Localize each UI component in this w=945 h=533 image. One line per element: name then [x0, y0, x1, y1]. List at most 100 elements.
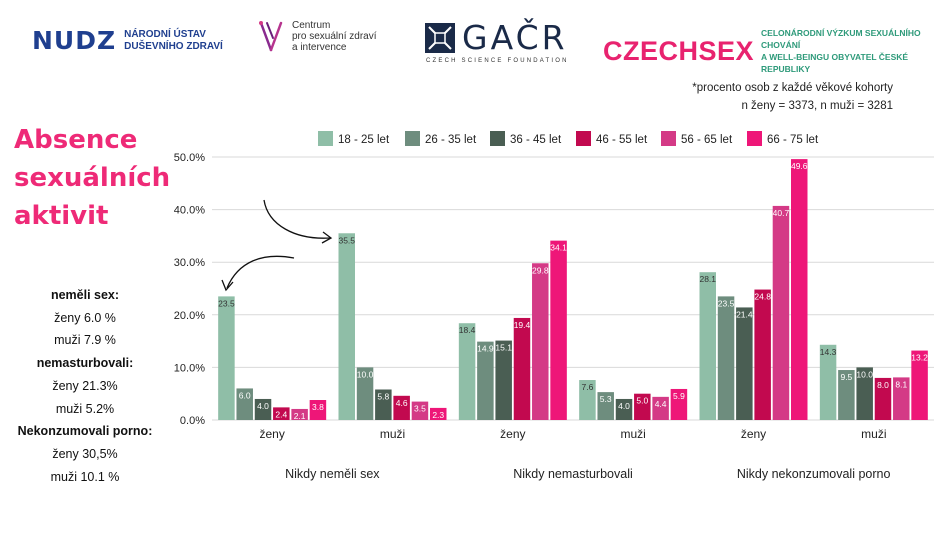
- bar: [597, 392, 614, 420]
- legend-label: 36 - 45 let: [510, 134, 562, 146]
- data-label: 21.4: [736, 309, 753, 319]
- data-label: 14.3: [820, 347, 837, 357]
- legend-swatch: [576, 131, 591, 146]
- x-category-label: muži: [861, 427, 886, 441]
- bar: [791, 159, 808, 420]
- bar: [819, 344, 837, 420]
- data-label: 4.0: [257, 401, 269, 411]
- data-label: 15.1: [495, 343, 512, 353]
- bar: [736, 307, 753, 420]
- bar: [430, 407, 447, 420]
- stats-value: muži 7.9 %: [54, 333, 116, 348]
- y-tick-label: 30.0%: [174, 257, 205, 269]
- bar: [532, 263, 549, 420]
- bar: [856, 367, 873, 420]
- data-label: 35.5: [338, 235, 355, 245]
- bar: [309, 400, 327, 420]
- centrum-logo-text: Centrum pro sexuální zdraví a intervence: [292, 20, 412, 53]
- data-label: 3.8: [312, 402, 324, 412]
- x-category-label: muži: [620, 427, 645, 441]
- bar: [218, 296, 235, 420]
- bar: [513, 317, 531, 420]
- data-label: 34.1: [550, 243, 567, 253]
- y-tick-label: 10.0%: [174, 362, 205, 374]
- arrow-head-men: [321, 231, 333, 244]
- x-group-label: Nikdy neměli sex: [285, 467, 380, 481]
- legend-swatch: [747, 131, 762, 146]
- data-label: 19.4: [514, 320, 531, 330]
- sample-note: *procento osob z každé věkové kohorty n …: [692, 79, 893, 115]
- stats-value: muži 10.1 %: [50, 469, 120, 484]
- bar: [874, 377, 892, 420]
- bar: [717, 296, 735, 420]
- centrum-line3: a intervence: [292, 42, 347, 53]
- data-label: 14.9: [477, 344, 494, 354]
- gacr-logo-subtitle: CZECH SCIENCE FOUNDATION: [426, 58, 569, 64]
- stats-heading: neměli sex:: [50, 288, 120, 302]
- centrum-line1: Centrum: [292, 20, 331, 31]
- bar: [338, 233, 355, 420]
- nudz-logo-mark: NUDZ: [32, 26, 117, 55]
- data-label: 23.5: [718, 298, 735, 308]
- data-label: 6.0: [239, 390, 251, 400]
- bar: [579, 380, 596, 420]
- bar: [550, 240, 567, 420]
- gacr-logo: GAČR CZECH SCIENCE FOUNDATION: [424, 20, 569, 64]
- stats-value: ženy 6.0 %: [54, 310, 116, 325]
- data-label: 10.0: [856, 369, 873, 379]
- data-label: 5.9: [673, 391, 685, 401]
- bar: [458, 323, 476, 420]
- data-label: 8.1: [895, 379, 907, 389]
- data-label: 13.2: [911, 353, 928, 363]
- bar: [772, 205, 790, 420]
- summary-stats: neměli sex: ženy 6.0 % muži 7.9 % nemasturb…: [10, 284, 160, 488]
- x-category-label: muži: [380, 427, 405, 441]
- bar: [893, 377, 910, 420]
- bar: [393, 395, 410, 420]
- centrum-line2: pro sexuální zdraví: [292, 31, 377, 42]
- y-tick-label: 50.0%: [174, 152, 205, 164]
- note-line2: n ženy = 3373, n muži = 3281: [741, 100, 893, 112]
- legend-label: 18 - 25 let: [338, 134, 390, 146]
- y-tick-label: 0.0%: [180, 415, 205, 427]
- data-label: 49.6: [791, 161, 808, 171]
- bar: [634, 393, 651, 420]
- legend-swatch: [490, 131, 505, 146]
- data-label: 2.4: [275, 409, 287, 419]
- data-label: 4.0: [618, 401, 630, 411]
- bar: [356, 367, 374, 420]
- bar: [699, 272, 716, 420]
- data-label: 29.8: [532, 265, 549, 275]
- title-line3: aktivit: [14, 201, 109, 231]
- centrum-logo-icon: [259, 21, 283, 52]
- bar: [670, 388, 688, 420]
- x-category-label: ženy: [500, 427, 525, 441]
- data-label: 5.8: [377, 391, 389, 401]
- bar: [477, 341, 494, 420]
- bar: [291, 408, 308, 420]
- legend-label: 56 - 65 let: [681, 134, 733, 146]
- data-label: 3.5: [414, 404, 426, 414]
- x-category-label: ženy: [259, 427, 284, 441]
- data-label: 7.6: [582, 382, 594, 392]
- bar: [411, 401, 429, 420]
- legend-label: 46 - 55 let: [596, 134, 648, 146]
- bar: [615, 398, 633, 420]
- y-tick-label: 20.0%: [174, 310, 205, 322]
- legend-swatch: [318, 131, 333, 146]
- title-line1: Absence: [14, 125, 138, 155]
- data-label: 28.1: [699, 274, 716, 284]
- arrow-to-men: [263, 199, 331, 239]
- data-label: 40.7: [773, 208, 790, 218]
- bar: [254, 398, 272, 420]
- title-line2: sexuálních: [14, 163, 171, 193]
- arrow-to-women: [226, 255, 295, 289]
- stats-value: ženy 21.3%: [52, 378, 118, 393]
- czechsex-line2: A WELL-BEINGU OBYVATEL ČESKÉ REPUBLIKY: [761, 52, 909, 74]
- bar: [236, 388, 253, 420]
- centrum-logo: Centrum pro sexuální zdraví a intervence: [258, 20, 412, 54]
- data-label: 2.3: [432, 410, 444, 420]
- data-label: 4.4: [655, 399, 667, 409]
- data-label: 5.0: [636, 396, 648, 406]
